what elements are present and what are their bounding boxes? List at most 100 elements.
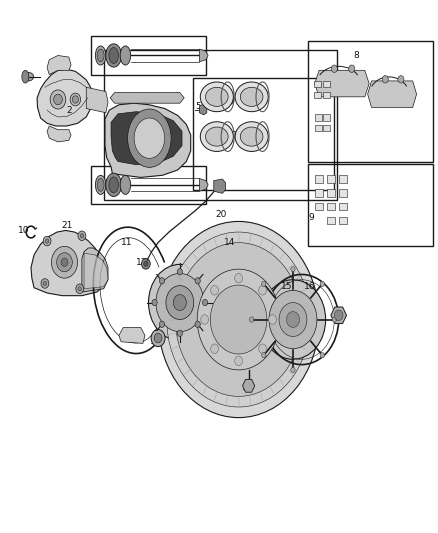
Text: 6: 6: [228, 93, 234, 102]
Text: 21: 21: [62, 221, 73, 230]
Circle shape: [320, 281, 325, 287]
Circle shape: [260, 280, 325, 359]
Bar: [91, 166, 206, 204]
Bar: [339, 216, 347, 224]
Circle shape: [261, 352, 266, 358]
Polygon shape: [82, 248, 108, 292]
Circle shape: [159, 321, 165, 327]
Circle shape: [144, 261, 148, 266]
Ellipse shape: [109, 177, 118, 193]
Circle shape: [57, 253, 72, 272]
Text: 10: 10: [18, 226, 30, 235]
Bar: [327, 189, 335, 197]
Circle shape: [41, 279, 49, 288]
Text: 17: 17: [333, 312, 344, 321]
Circle shape: [167, 232, 311, 407]
Circle shape: [141, 259, 150, 269]
Bar: [322, 125, 329, 131]
Circle shape: [159, 278, 165, 284]
Bar: [308, 41, 433, 161]
Text: 13: 13: [159, 282, 170, 291]
Polygon shape: [199, 179, 208, 191]
Circle shape: [53, 94, 62, 105]
Circle shape: [332, 317, 336, 322]
Circle shape: [80, 233, 84, 238]
Bar: [314, 92, 321, 98]
Polygon shape: [199, 104, 207, 115]
Circle shape: [382, 76, 389, 83]
Ellipse shape: [95, 46, 106, 65]
Polygon shape: [110, 93, 184, 103]
Bar: [193, 78, 334, 190]
Bar: [339, 203, 347, 211]
Circle shape: [291, 266, 295, 272]
Circle shape: [398, 76, 404, 83]
Ellipse shape: [205, 127, 228, 146]
Bar: [327, 175, 335, 183]
Polygon shape: [331, 307, 346, 324]
Text: 16: 16: [304, 282, 315, 291]
Ellipse shape: [235, 82, 268, 112]
Ellipse shape: [106, 173, 121, 197]
Circle shape: [151, 329, 165, 346]
Circle shape: [279, 303, 307, 336]
Circle shape: [259, 286, 266, 295]
Ellipse shape: [97, 179, 104, 191]
Ellipse shape: [240, 87, 263, 107]
Bar: [315, 203, 322, 211]
Text: 5: 5: [195, 102, 201, 111]
Ellipse shape: [205, 87, 228, 107]
Circle shape: [148, 264, 211, 341]
Text: 1: 1: [22, 72, 28, 81]
Ellipse shape: [158, 285, 319, 354]
Polygon shape: [367, 81, 417, 108]
Circle shape: [201, 315, 208, 324]
Ellipse shape: [95, 175, 106, 195]
Circle shape: [154, 333, 162, 343]
Bar: [322, 81, 329, 87]
Polygon shape: [199, 49, 208, 62]
Circle shape: [70, 93, 81, 106]
Polygon shape: [31, 230, 106, 296]
Text: 8: 8: [353, 51, 359, 60]
Polygon shape: [84, 253, 108, 289]
Circle shape: [158, 221, 319, 418]
Text: 4: 4: [104, 178, 110, 187]
Circle shape: [291, 367, 295, 373]
Circle shape: [349, 65, 355, 72]
Circle shape: [78, 231, 86, 240]
Bar: [315, 175, 322, 183]
Ellipse shape: [106, 44, 121, 67]
Bar: [315, 189, 322, 197]
Circle shape: [226, 95, 234, 104]
Bar: [315, 125, 322, 131]
Polygon shape: [214, 179, 226, 193]
Circle shape: [261, 281, 266, 287]
Ellipse shape: [134, 118, 165, 158]
Circle shape: [269, 290, 317, 349]
Polygon shape: [105, 103, 191, 177]
Text: 15: 15: [281, 282, 292, 291]
Bar: [339, 189, 347, 197]
Circle shape: [211, 344, 219, 353]
Text: 18: 18: [241, 383, 253, 392]
Ellipse shape: [120, 46, 131, 65]
Circle shape: [176, 243, 302, 397]
Circle shape: [235, 356, 243, 366]
Ellipse shape: [23, 72, 34, 81]
Text: 11: 11: [121, 238, 132, 247]
Circle shape: [50, 90, 66, 109]
Bar: [104, 50, 336, 200]
Text: 12: 12: [136, 258, 147, 266]
Circle shape: [268, 315, 276, 324]
Bar: [322, 114, 329, 120]
Ellipse shape: [200, 122, 233, 151]
Circle shape: [320, 352, 325, 358]
Circle shape: [331, 65, 337, 72]
Circle shape: [202, 300, 208, 306]
Polygon shape: [86, 87, 108, 113]
Text: 20: 20: [215, 210, 227, 219]
Circle shape: [51, 246, 78, 278]
Ellipse shape: [200, 82, 233, 112]
Polygon shape: [111, 112, 182, 165]
